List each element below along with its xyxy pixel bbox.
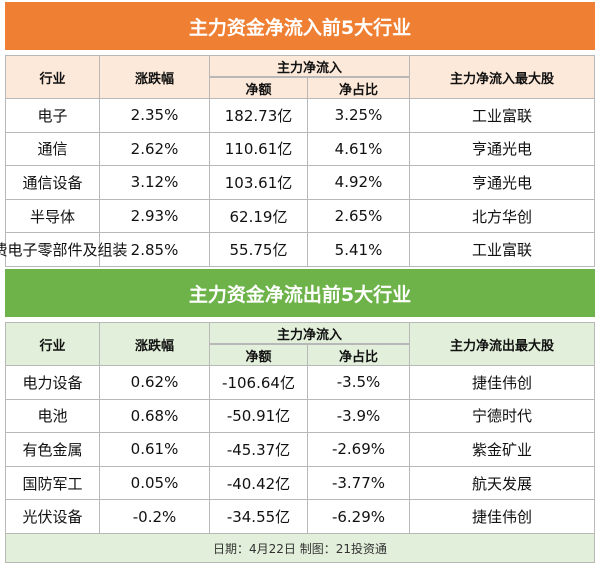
table-cell: 国防军工 bbox=[5, 466, 100, 501]
table-cell: 2.85% bbox=[100, 233, 210, 267]
table-cell: 北方华创 bbox=[410, 199, 595, 234]
table-cell: 亨通光电 bbox=[410, 166, 595, 200]
table-cell: 0.68% bbox=[100, 399, 210, 434]
section-title: 主力资金净流入前5大行业 bbox=[5, 2, 595, 50]
table-cell: 4.61% bbox=[308, 132, 410, 167]
table-cell: 0.62% bbox=[100, 366, 210, 400]
header-cell: 涨跌幅 bbox=[100, 55, 210, 99]
table-cell: 电池 bbox=[5, 399, 100, 434]
table-cell: 62.19亿 bbox=[210, 199, 308, 234]
table-cell: 光伏设备 bbox=[5, 500, 100, 534]
table-cell: 半导体 bbox=[5, 199, 100, 234]
table-cell: 工业富联 bbox=[410, 233, 595, 267]
table-cell: 消费电子零部件及组装 bbox=[0, 233, 128, 267]
table-cell: 182.73亿 bbox=[210, 99, 308, 133]
table-cell: 电子 bbox=[5, 99, 100, 133]
header-cell: 行业 bbox=[5, 55, 100, 99]
table-cell: -3.9% bbox=[308, 399, 410, 434]
table-cell: 4.92% bbox=[308, 166, 410, 200]
table-cell: -45.37亿 bbox=[210, 433, 308, 467]
header-cell: 行业 bbox=[5, 322, 100, 366]
table-cell: 工业富联 bbox=[410, 99, 595, 133]
table-cell: -3.77% bbox=[308, 466, 410, 501]
table-cell: 捷佳伟创 bbox=[410, 500, 595, 534]
table-cell: 0.05% bbox=[100, 466, 210, 501]
table-cell: -2.69% bbox=[308, 433, 410, 467]
table-cell: 亨通光电 bbox=[410, 132, 595, 167]
table-cell: 通信设备 bbox=[5, 166, 100, 200]
table-cell: 捷佳伟创 bbox=[410, 366, 595, 400]
table-cell: -106.64亿 bbox=[210, 366, 308, 400]
table-cell: 有色金属 bbox=[5, 433, 100, 467]
header-cell: 主力净流出最大股 bbox=[410, 322, 595, 366]
table-cell: 电力设备 bbox=[5, 366, 100, 400]
table-cell: 5.41% bbox=[308, 233, 410, 267]
table-cell: -6.29% bbox=[308, 500, 410, 534]
table-cell: 2.93% bbox=[100, 199, 210, 234]
table-cell: 3.25% bbox=[308, 99, 410, 133]
table-cell: 110.61亿 bbox=[210, 132, 308, 167]
table-cell: -34.55亿 bbox=[210, 500, 308, 534]
table-cell: 宁德时代 bbox=[410, 399, 595, 434]
header-cell: 主力净流入 bbox=[210, 322, 410, 344]
section-title: 主力资金净流出前5大行业 bbox=[5, 269, 595, 317]
table-cell: -3.5% bbox=[308, 366, 410, 400]
header-cell: 主力净流入 bbox=[210, 55, 410, 77]
table-cell: 103.61亿 bbox=[210, 166, 308, 200]
table-cell: 2.65% bbox=[308, 199, 410, 234]
table-cell: 航天发展 bbox=[410, 466, 595, 501]
table-cell: 2.35% bbox=[100, 99, 210, 133]
table-cell: 3.12% bbox=[100, 166, 210, 200]
header-cell: 净占比 bbox=[308, 77, 410, 99]
header-cell: 净额 bbox=[210, 77, 308, 99]
table-cell: -0.2% bbox=[100, 500, 210, 534]
table-cell: 2.62% bbox=[100, 132, 210, 167]
table-cell: 0.61% bbox=[100, 433, 210, 467]
table-cell: 通信 bbox=[5, 132, 100, 167]
table-cell: 紫金矿业 bbox=[410, 433, 595, 467]
header-cell: 涨跌幅 bbox=[100, 322, 210, 366]
header-cell: 净占比 bbox=[308, 344, 410, 366]
header-cell: 净额 bbox=[210, 344, 308, 366]
table-cell: -40.42亿 bbox=[210, 466, 308, 501]
footer: 日期：4月22日 制图：21投资通 bbox=[5, 533, 595, 563]
header-cell: 主力净流入最大股 bbox=[410, 55, 595, 99]
table-cell: -50.91亿 bbox=[210, 399, 308, 434]
table-cell: 55.75亿 bbox=[210, 233, 308, 267]
